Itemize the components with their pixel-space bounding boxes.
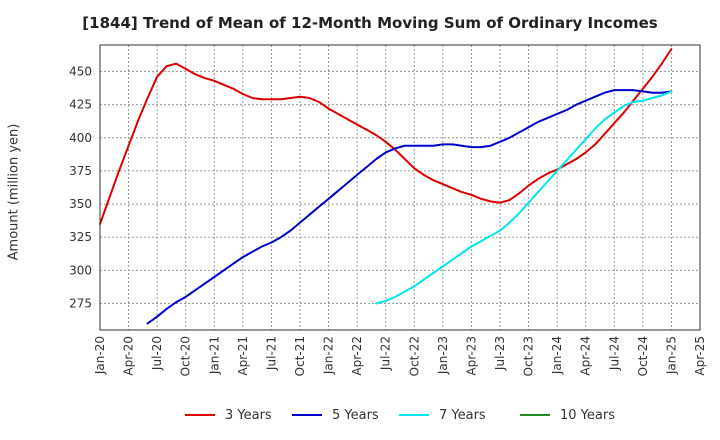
y-tick-label: 300: [69, 263, 92, 277]
y-tick-label: 400: [69, 131, 92, 145]
x-tick-label: Jan-21: [207, 336, 221, 375]
x-tick-label: Jul-21: [264, 336, 278, 371]
legend-swatch: [185, 414, 215, 416]
x-tick-label: Jan-23: [436, 336, 450, 375]
legend-item-3-years: 3 Years: [185, 405, 272, 425]
y-tick-label: 350: [69, 197, 92, 211]
legend-item-10-years: 10 Years: [520, 405, 615, 425]
x-tick-labels: Jan-20 Apr-20 Jul-20 Oct-20 Jan-21 Apr-21 Jul-…: [93, 336, 707, 376]
y-tick-label: 450: [69, 65, 92, 79]
legend-label: 10 Years: [560, 407, 615, 423]
x-tick-label: Oct-20: [179, 336, 193, 376]
y-tick-labels: 275 300 325 350 375 400 425 450: [69, 65, 92, 311]
x-tick-label: Jan-24: [550, 336, 564, 375]
x-tick-label: Oct-21: [293, 336, 307, 376]
legend-label: 3 Years: [225, 407, 272, 423]
legend-label: 7 Years: [439, 407, 486, 423]
plot-frame: [99, 44, 701, 331]
series-line-3-years: [99, 48, 673, 225]
series-lines: [99, 48, 673, 325]
x-tick-label: Jul-22: [379, 336, 393, 371]
grid-lines: [99, 45, 701, 330]
chart-title: [1844] Trend of Mean of 12-Month Moving …: [82, 14, 658, 32]
y-tick-label: 425: [69, 98, 92, 112]
y-tick-label: 375: [69, 164, 92, 178]
series-line-5-years: [146, 89, 673, 325]
x-tick-label: Jul-23: [493, 336, 507, 371]
x-tick-label: Apr-23: [464, 336, 478, 376]
x-tick-label: Apr-21: [236, 336, 250, 376]
legend-swatch: [292, 414, 322, 416]
series-line-7-years: [375, 90, 673, 305]
x-tick-label: Jan-22: [322, 336, 336, 375]
x-tick-label: Oct-23: [522, 336, 536, 376]
x-tick-label: Jan-20: [93, 336, 107, 375]
x-tick-label: Apr-25: [693, 336, 707, 376]
x-tick-label: Apr-24: [579, 336, 593, 376]
legend-swatch: [520, 414, 550, 416]
legend-item-5-years: 5 Years: [292, 405, 379, 425]
legend: 3 Years 5 Years 7 Years 10 Years: [0, 405, 720, 425]
x-tick-label: Oct-22: [407, 336, 421, 376]
legend-swatch: [399, 414, 429, 416]
x-tick-label: Jan-25: [664, 336, 678, 375]
x-tick-label: Apr-20: [122, 336, 136, 376]
x-tick-label: Jul-20: [150, 336, 164, 371]
x-tick-label: Apr-22: [350, 336, 364, 376]
x-tick-label: Jul-24: [607, 336, 621, 371]
legend-item-7-years: 7 Years: [399, 405, 486, 425]
legend-label: 5 Years: [332, 407, 379, 423]
y-tick-label: 325: [69, 230, 92, 244]
x-tick-label: Oct-24: [636, 336, 650, 376]
y-tick-label: 275: [69, 296, 92, 310]
